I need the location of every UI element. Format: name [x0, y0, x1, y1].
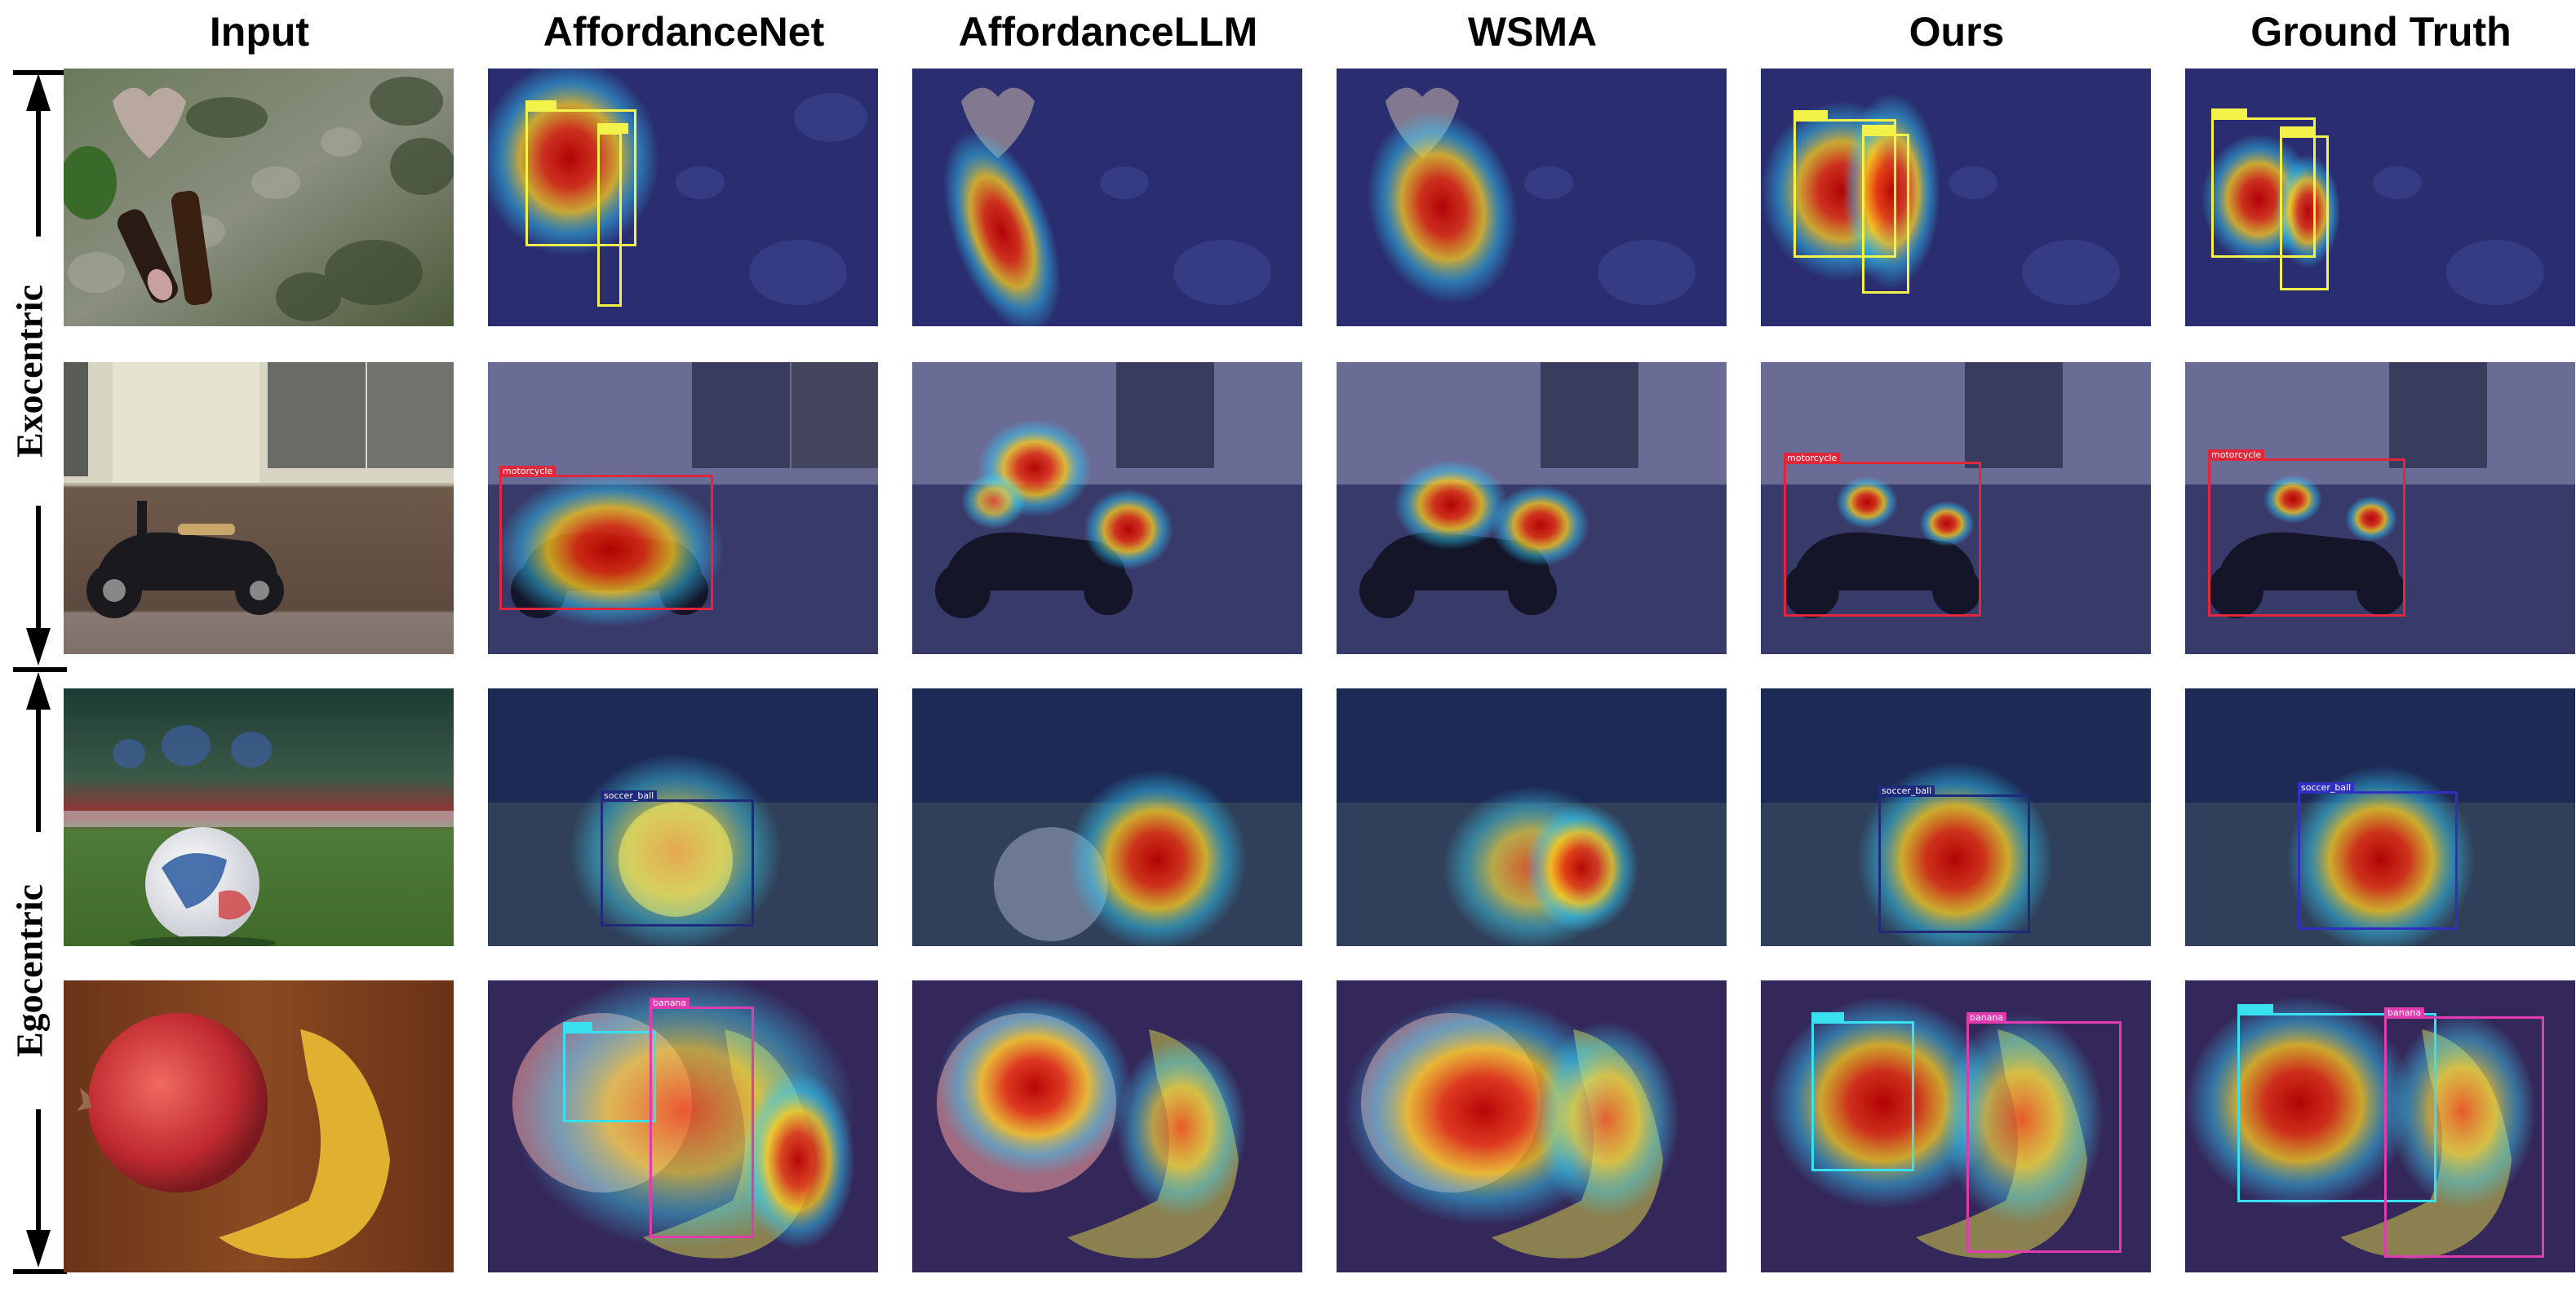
bbox-unlabeled-cyan: [563, 1022, 656, 1122]
label-egocentric: Egocentric: [8, 883, 51, 1058]
bbox-motorcycle: motorcycle: [499, 466, 713, 610]
bbox-unlabeled-cyan: [1811, 1012, 1914, 1171]
bbox-banana: banana: [1966, 1012, 2122, 1253]
bbox-unlabeled-cyan: [2237, 1004, 2436, 1202]
row2-input-image: [64, 362, 454, 654]
bbox-yellow: [1793, 110, 1896, 258]
row4-ours-heatmap: banana: [1761, 980, 2151, 1272]
row3-ours-heatmap: soccer_ball: [1761, 688, 2151, 946]
bbox-soccer-ball: soccer_ball: [601, 790, 754, 927]
row4-input-image: [64, 980, 454, 1272]
header-affordancellm: AffordanceLLM: [958, 9, 1258, 55]
row4-ground-truth-heatmap: banana: [2185, 980, 2575, 1272]
row4-affordancenet-heatmap: banana: [488, 980, 878, 1272]
header-affordancenet: AffordanceNet: [543, 9, 825, 55]
bbox-yellow: [2211, 108, 2316, 258]
bbox-banana: banana: [2384, 1007, 2544, 1258]
bbox-motorcycle: motorcycle: [2208, 449, 2405, 617]
row1-wsma-heatmap: [1337, 69, 1727, 326]
bbox-yellow: [1862, 125, 1909, 294]
header-ground-truth: Ground Truth: [2250, 9, 2512, 55]
row2-ground-truth-heatmap: motorcycle: [2185, 362, 2575, 654]
row2-affordancenet-heatmap: motorcycle: [488, 362, 878, 654]
header-ours: Ours: [1909, 9, 2005, 55]
label-exocentric: Exocentric: [8, 284, 51, 458]
row2-wsma-heatmap: [1337, 362, 1727, 654]
row4-affordancellm-heatmap: [912, 980, 1302, 1272]
bbox-banana: banana: [650, 998, 754, 1238]
row2-affordancellm-heatmap: [912, 362, 1302, 654]
bbox-yellow: [525, 100, 636, 246]
row1-ours-heatmap: [1761, 69, 2151, 326]
header-input: Input: [209, 9, 310, 55]
bbox-motorcycle: motorcycle: [1784, 453, 1981, 617]
row3-affordancellm-heatmap: [912, 688, 1302, 946]
row3-wsma-heatmap: [1337, 688, 1727, 946]
row1-affordancenet-heatmap: [488, 69, 878, 326]
row1-ground-truth-heatmap: [2185, 69, 2575, 326]
row1-input-image: [64, 69, 454, 326]
header-wsma: WSMA: [1467, 9, 1598, 55]
bbox-soccer-ball: soccer_ball: [2298, 782, 2458, 930]
row4-wsma-heatmap: [1337, 980, 1727, 1272]
bbox-yellow: [597, 123, 628, 307]
row1-affordancellm-heatmap: [912, 69, 1302, 326]
bbox-soccer-ball: soccer_ball: [1878, 785, 2030, 933]
row3-affordancenet-heatmap: soccer_ball: [488, 688, 878, 946]
row2-ours-heatmap: motorcycle: [1761, 362, 2151, 654]
bbox-yellow: [2280, 126, 2329, 290]
row3-input-image: [64, 688, 454, 946]
row3-ground-truth-heatmap: soccer_ball: [2185, 688, 2575, 946]
